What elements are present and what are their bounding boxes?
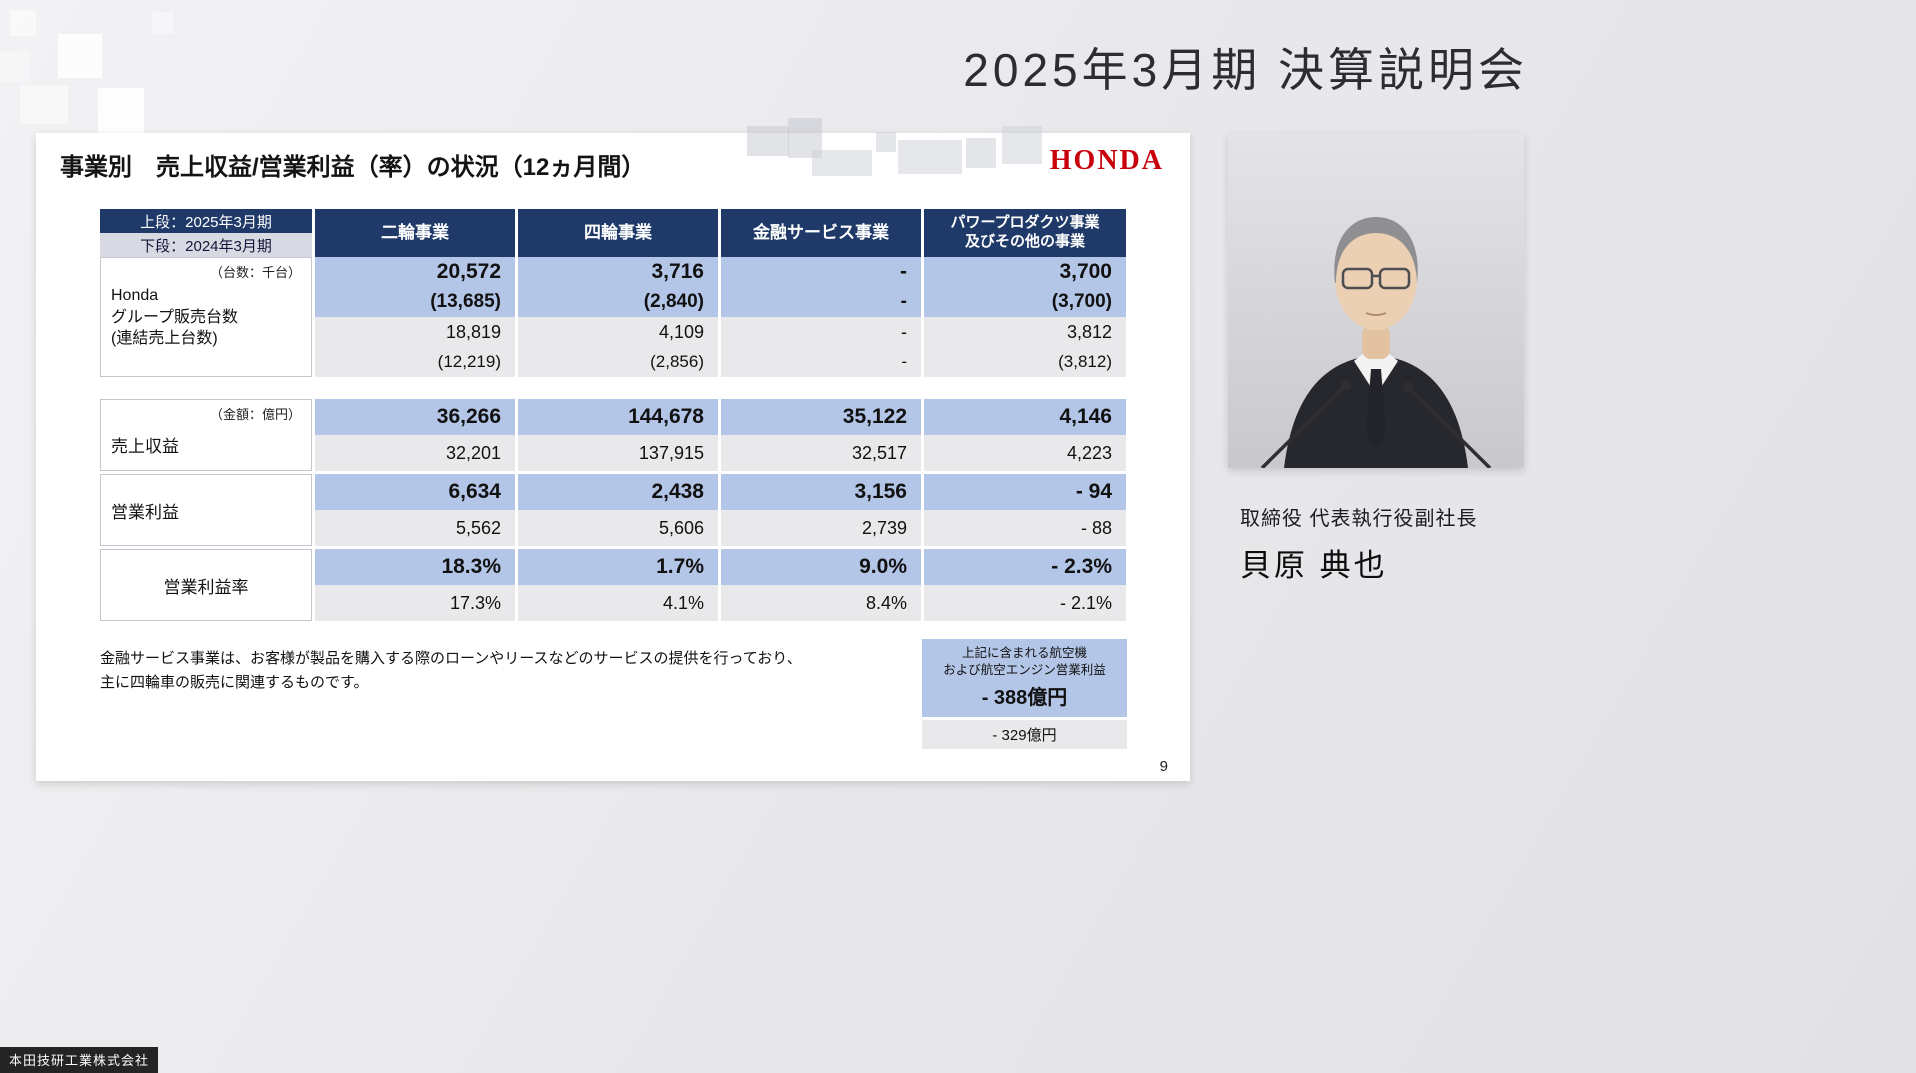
decor-square xyxy=(1002,126,1042,164)
presenter-info: 取締役 代表執行役副社長 貝原 典也 xyxy=(1240,502,1478,585)
presenter-name: 貝原 典也 xyxy=(1240,548,1388,583)
decor-square xyxy=(152,12,174,34)
table-cell: 18.3% xyxy=(312,549,515,585)
footnote-line1: 金融サービス事業は、お客様が製品を購入する際のローンやリースなどのサービスの提供… xyxy=(100,650,802,667)
table-cell: 4,223 xyxy=(921,435,1126,471)
decor-square xyxy=(58,34,102,78)
row-label-operating-profit: 営業利益 xyxy=(100,474,312,546)
table-cell: 3,812 xyxy=(921,317,1126,347)
table-cell: (2,856) xyxy=(515,347,718,377)
honda-logo: HONDA xyxy=(1049,145,1164,176)
aircraft-note-line1: 上記に含まれる航空機 xyxy=(961,646,1087,660)
table-cell: 144,678 xyxy=(515,399,718,435)
slide-title: 事業別 売上収益/営業利益（率）の状況（12ヵ月間） xyxy=(60,154,646,181)
slide-page-number: 9 xyxy=(1159,758,1168,775)
table-cell: 3,716 xyxy=(515,257,718,287)
aircraft-profit-box: 上記に含まれる航空機 および航空エンジン営業利益 - 388億円 - 329億円 xyxy=(922,639,1127,749)
table-cell: 8.4% xyxy=(718,585,921,621)
aircraft-note-line2: および航空エンジン営業利益 xyxy=(943,662,1106,677)
segment-table: 上段：2025年3月期 下段：2024年3月期 二輪事業 四輪事業 金融サービス… xyxy=(100,209,1126,621)
unit-label-amount: （金額：億円） xyxy=(209,407,301,422)
row-label-operating-margin: 営業利益率 xyxy=(100,549,312,621)
legend-lower: 下段：2024年3月期 xyxy=(100,233,312,257)
column-header-power-products-line1: パワープロダクツ事業 xyxy=(950,214,1100,232)
aircraft-profit-current: 上記に含まれる航空機 および航空エンジン営業利益 - 388億円 xyxy=(922,639,1127,717)
table-cell: 32,201 xyxy=(312,435,515,471)
table-cell: (3,812) xyxy=(921,347,1126,377)
table-cell: 35,122 xyxy=(718,399,921,435)
aircraft-current-value: - 388億円 xyxy=(981,686,1068,709)
table-cell: - 94 xyxy=(921,474,1126,510)
table-cell: - xyxy=(718,317,921,347)
table-cell: (3,700) xyxy=(921,287,1126,317)
table-cell: 2,438 xyxy=(515,474,718,510)
table-cell: 4,146 xyxy=(921,399,1126,435)
decor-square xyxy=(20,86,68,124)
column-header-financial-services: 金融サービス事業 xyxy=(718,209,921,257)
company-watermark: 本田技研工業株式会社 xyxy=(0,1047,159,1073)
table-cell: 9.0% xyxy=(718,549,921,585)
decor-square xyxy=(10,10,36,36)
table-cell: - xyxy=(718,287,921,317)
table-cell: 6,634 xyxy=(312,474,515,510)
row-label-text: 売上収益 xyxy=(111,437,179,456)
decor-square xyxy=(0,52,30,82)
table-cell: - xyxy=(718,347,921,377)
table-cell: 20,572 xyxy=(312,257,515,287)
decor-square xyxy=(876,132,896,152)
table-cell: 36,266 xyxy=(312,399,515,435)
table-cell: 32,517 xyxy=(718,435,921,471)
footnote-line2: 主に四輪車の販売に関連するものです。 xyxy=(100,674,369,691)
table-cell: 17.3% xyxy=(312,585,515,621)
decor-square xyxy=(98,88,144,134)
table-cell: 4.1% xyxy=(515,585,718,621)
table-cell: - 2.3% xyxy=(921,549,1126,585)
row-label-text: 営業利益 xyxy=(111,502,179,522)
table-cell: 1.7% xyxy=(515,549,718,585)
table-cell: 18,819 xyxy=(312,317,515,347)
aircraft-prior-value: - 329億円 xyxy=(922,719,1127,749)
table-cell: (12,219) xyxy=(312,347,515,377)
table-cell: 3,156 xyxy=(718,474,921,510)
column-header-power-products: パワープロダクツ事業 及びその他の事業 xyxy=(921,209,1126,257)
slide: 事業別 売上収益/営業利益（率）の状況（12ヵ月間） HONDA 上段：2025… xyxy=(36,133,1190,781)
table-cell: (13,685) xyxy=(312,287,515,317)
presenter-title: 取締役 代表執行役副社長 xyxy=(1240,508,1478,530)
table-cell: - 88 xyxy=(921,510,1126,546)
presenter-image xyxy=(1228,133,1524,468)
row-label-group-sales-units: （台数：千台） Honda グループ販売台数 (連結売上台数) xyxy=(100,257,312,377)
table-cell: 5,562 xyxy=(312,510,515,546)
decor-square xyxy=(898,140,962,174)
decor-square xyxy=(812,150,872,176)
decor-square xyxy=(747,126,789,156)
presenter-video xyxy=(1228,133,1524,468)
page-title: 2025年3月期 決算説明会 xyxy=(963,44,1528,96)
legend-upper: 上段：2025年3月期 xyxy=(100,209,312,233)
table-cell: 3,700 xyxy=(921,257,1126,287)
unit-label-units: （台数：千台） xyxy=(209,265,301,280)
table-cell: 2,739 xyxy=(718,510,921,546)
footnote: 金融サービス事業は、お客様が製品を購入する際のローンやリースなどのサービスの提供… xyxy=(100,647,802,695)
table-cell: 4,109 xyxy=(515,317,718,347)
column-header-power-products-line2: 及びその他の事業 xyxy=(964,233,1085,250)
table-legend: 上段：2025年3月期 下段：2024年3月期 xyxy=(100,209,312,257)
table-cell: 5,606 xyxy=(515,510,718,546)
row-label-text: Honda グループ販売台数 (連結売上台数) xyxy=(111,287,239,348)
row-label-text: 営業利益率 xyxy=(163,577,249,597)
table-cell: - 2.1% xyxy=(921,585,1126,621)
table-cell: (2,840) xyxy=(515,287,718,317)
column-header-motorcycle: 二輪事業 xyxy=(312,209,515,257)
column-header-automobile: 四輪事業 xyxy=(515,209,718,257)
row-label-sales-revenue: （金額：億円） 売上収益 xyxy=(100,399,312,471)
table-cell: - xyxy=(718,257,921,287)
table-cell: 137,915 xyxy=(515,435,718,471)
decor-square xyxy=(966,138,996,168)
